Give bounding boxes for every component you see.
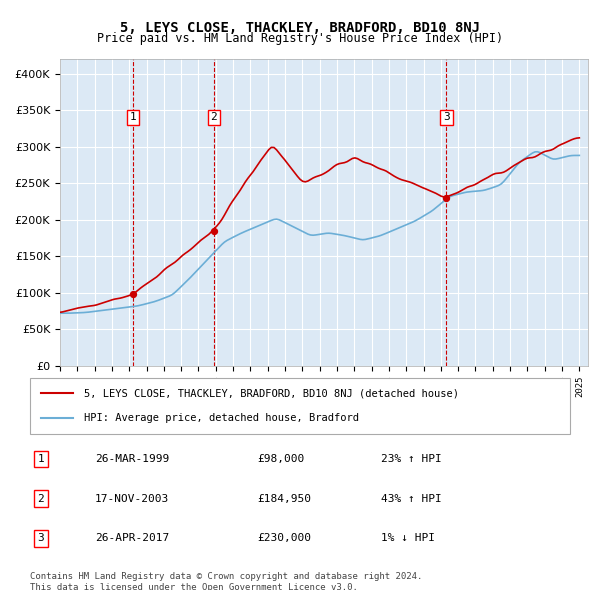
Text: 1% ↓ HPI: 1% ↓ HPI xyxy=(381,533,435,543)
Text: 26-MAR-1999: 26-MAR-1999 xyxy=(95,454,169,464)
Text: 3: 3 xyxy=(443,113,450,123)
Text: Contains HM Land Registry data © Crown copyright and database right 2024.
This d: Contains HM Land Registry data © Crown c… xyxy=(30,572,422,590)
Text: 1: 1 xyxy=(37,454,44,464)
Text: £98,000: £98,000 xyxy=(257,454,304,464)
Text: 26-APR-2017: 26-APR-2017 xyxy=(95,533,169,543)
Text: Price paid vs. HM Land Registry's House Price Index (HPI): Price paid vs. HM Land Registry's House … xyxy=(97,32,503,45)
Text: 5, LEYS CLOSE, THACKLEY, BRADFORD, BD10 8NJ (detached house): 5, LEYS CLOSE, THACKLEY, BRADFORD, BD10 … xyxy=(84,388,459,398)
Text: 2: 2 xyxy=(211,113,217,123)
Text: £230,000: £230,000 xyxy=(257,533,311,543)
Text: 17-NOV-2003: 17-NOV-2003 xyxy=(95,494,169,503)
Text: 23% ↑ HPI: 23% ↑ HPI xyxy=(381,454,442,464)
Text: 5, LEYS CLOSE, THACKLEY, BRADFORD, BD10 8NJ: 5, LEYS CLOSE, THACKLEY, BRADFORD, BD10 … xyxy=(120,21,480,35)
Point xyxy=(442,193,451,202)
Point xyxy=(209,226,218,235)
Text: 1: 1 xyxy=(130,113,137,123)
Text: 3: 3 xyxy=(37,533,44,543)
Point xyxy=(128,290,138,299)
Text: HPI: Average price, detached house, Bradford: HPI: Average price, detached house, Brad… xyxy=(84,413,359,423)
Text: 43% ↑ HPI: 43% ↑ HPI xyxy=(381,494,442,503)
FancyBboxPatch shape xyxy=(30,378,570,434)
Text: 2: 2 xyxy=(37,494,44,503)
Text: £184,950: £184,950 xyxy=(257,494,311,503)
